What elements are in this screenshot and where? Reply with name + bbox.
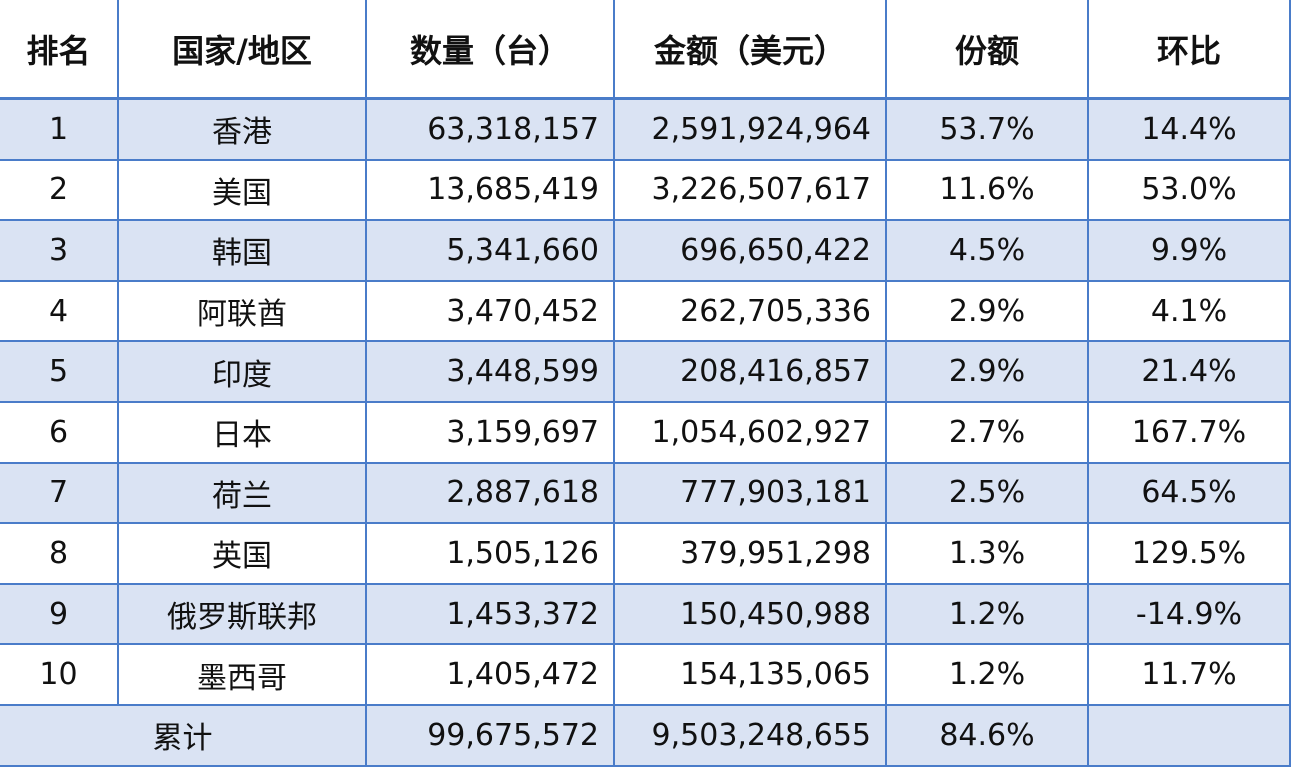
table-cell: 香港 [117,97,367,161]
table-cell: 208,416,857 [613,340,887,403]
table-row: 6 日本 3,159,697 1,054,602,927 2.7% 167.7% [0,400,1291,464]
header-cell: 环比 [1087,0,1291,100]
table-cell: 7 [0,461,119,525]
total-cell: 累计 [0,703,367,767]
table-cell: 379,951,298 [613,522,887,585]
table-cell: 俄罗斯联邦 [117,582,367,646]
table-cell: 9 [0,582,119,646]
total-row: 累计 99,675,572 9,503,248,655 84.6% [0,703,1291,767]
table-cell: 2 [0,158,119,222]
total-cell: 9,503,248,655 [613,703,887,767]
header-row: 排名 国家/地区 数量（台） 金额（美元） 份额 环比 [0,0,1291,100]
table-cell: 21.4% [1087,340,1291,403]
header-cell: 金额（美元） [613,0,887,100]
table-cell: 11.7% [1087,643,1291,706]
table-cell: 14.4% [1087,97,1291,161]
table-cell: 2,591,924,964 [613,97,887,161]
table-cell: 3,159,697 [365,400,615,464]
table-cell: 11.6% [885,158,1089,222]
table-cell: 53.7% [885,97,1089,161]
table-cell: 荷兰 [117,461,367,525]
table-cell: 4.5% [885,219,1089,282]
header-cell: 数量（台） [365,0,615,100]
table-cell: 3,448,599 [365,340,615,403]
table-cell: 4 [0,279,119,343]
header-cell: 国家/地区 [117,0,367,100]
table-cell: 2.5% [885,461,1089,525]
header-cell: 份额 [885,0,1089,100]
table-cell: 1,453,372 [365,582,615,646]
table-cell: 3 [0,219,119,282]
table-cell: 2.9% [885,279,1089,343]
table-row: 4 阿联酋 3,470,452 262,705,336 2.9% 4.1% [0,279,1291,343]
table-cell: 阿联酋 [117,279,367,343]
total-cell: 84.6% [885,703,1089,767]
table-cell: 5 [0,340,119,403]
table-cell: 167.7% [1087,400,1291,464]
table-row: 10 墨西哥 1,405,472 154,135,065 1.2% 11.7% [0,643,1291,706]
table-row: 2 美国 13,685,419 3,226,507,617 11.6% 53.0% [0,158,1291,222]
table-cell: 2.7% [885,400,1089,464]
table-cell: 1,054,602,927 [613,400,887,464]
table-cell: 6 [0,400,119,464]
table-cell: 696,650,422 [613,219,887,282]
table-cell: 印度 [117,340,367,403]
table-cell: 韩国 [117,219,367,282]
table-cell: 10 [0,643,119,706]
table-cell: 1,405,472 [365,643,615,706]
table-cell: 1.2% [885,643,1089,706]
table-cell: 1 [0,97,119,161]
table-row: 3 韩国 5,341,660 696,650,422 4.5% 9.9% [0,219,1291,282]
table-cell: 4.1% [1087,279,1291,343]
table-cell: 8 [0,522,119,585]
header-cell: 排名 [0,0,119,100]
table-cell: 9.9% [1087,219,1291,282]
table-cell: 262,705,336 [613,279,887,343]
table-cell: 墨西哥 [117,643,367,706]
table-row: 8 英国 1,505,126 379,951,298 1.3% 129.5% [0,522,1291,585]
table-cell: 5,341,660 [365,219,615,282]
empty-cell [1087,703,1291,767]
table-cell: 13,685,419 [365,158,615,222]
table-cell: 1,505,126 [365,522,615,585]
table-cell: 美国 [117,158,367,222]
table-row: 1 香港 63,318,157 2,591,924,964 53.7% 14.4% [0,97,1291,161]
table-cell: 2.9% [885,340,1089,403]
table-cell: 1.2% [885,582,1089,646]
table-cell: 1.3% [885,522,1089,585]
table-cell: 129.5% [1087,522,1291,585]
table-cell: 英国 [117,522,367,585]
table-cell: 日本 [117,400,367,464]
table-cell: 53.0% [1087,158,1291,222]
table-cell: -14.9% [1087,582,1291,646]
table-row: 9 俄罗斯联邦 1,453,372 150,450,988 1.2% -14.9% [0,582,1291,646]
table-cell: 64.5% [1087,461,1291,525]
table-cell: 3,226,507,617 [613,158,887,222]
table-cell: 63,318,157 [365,97,615,161]
table-body: 1 香港 63,318,157 2,591,924,964 53.7% 14.4% 2 美国 1… [0,97,1291,767]
table-cell: 154,135,065 [613,643,887,706]
total-cell: 99,675,572 [365,703,615,767]
table-cell: 3,470,452 [365,279,615,343]
table-cell: 777,903,181 [613,461,887,525]
table-row: 7 荷兰 2,887,618 777,903,181 2.5% 64.5% [0,461,1291,525]
table-row: 5 印度 3,448,599 208,416,857 2.9% 21.4% [0,340,1291,403]
table-cell: 2,887,618 [365,461,615,525]
table-cell: 150,450,988 [613,582,887,646]
